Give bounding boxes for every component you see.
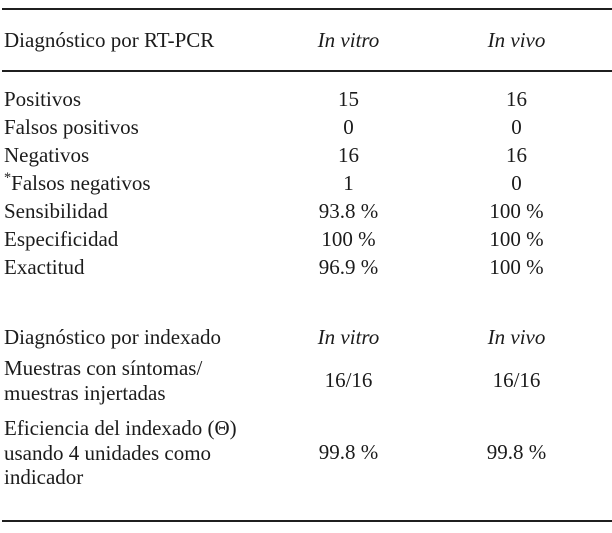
value-in-vivo: 100 %	[489, 198, 544, 223]
value-in-vitro: 16/16	[324, 368, 373, 392]
table-row-negativos: Negativos 16 16	[0, 141, 612, 169]
section1-body: Positivos 15 16 Falsos positivos 0 0 Neg…	[0, 85, 612, 281]
section1-col-in-vitro: In vitro	[317, 27, 380, 52]
section2-header-row: Diagnóstico por indexado In vitro In viv…	[0, 323, 612, 351]
value-in-vivo: 0	[511, 170, 522, 195]
row-label: Exactitud	[0, 255, 276, 280]
value-in-vivo: 16/16	[492, 368, 541, 392]
table-row-falsos-negativos: *Falsos negativos 1 0	[0, 169, 612, 197]
table-rule-bottom	[2, 519, 612, 522]
table-row-eficiencia: Eficiencia del indexado (Θ) usando 4 uni…	[0, 416, 612, 490]
row-label-text: Positivos	[4, 86, 82, 111]
section1-title: Diagnóstico por RT-PCR	[4, 27, 215, 52]
row-label: *Falsos negativos	[0, 169, 276, 196]
value-in-vitro: 99.8 %	[318, 440, 379, 465]
row-label: Sensibilidad	[0, 199, 276, 224]
row-label: Especificidad	[0, 227, 276, 252]
row-label-text: Sensibilidad	[4, 198, 108, 223]
value-in-vivo: 100 %	[489, 254, 544, 279]
row-label: Negativos	[0, 143, 276, 168]
table-row-especificidad: Especificidad 100 % 100 %	[0, 225, 612, 253]
value-in-vitro: 0	[343, 114, 354, 139]
row-label: Eficiencia del indexado (Θ) usando 4 uni…	[4, 416, 237, 489]
row-label-text: Negativos	[4, 142, 90, 167]
value-in-vitro: 1	[343, 170, 354, 195]
section2-col-in-vitro: In vitro	[317, 324, 380, 349]
table-row-falsos-positivos: Falsos positivos 0 0	[0, 113, 612, 141]
table-row-exactitud: Exactitud 96.9 % 100 %	[0, 253, 612, 281]
row-label-text: Especificidad	[4, 226, 119, 251]
value-in-vivo: 0	[511, 114, 522, 139]
section2-title: Diagnóstico por indexado	[4, 324, 221, 349]
row-label-text: Exactitud	[4, 254, 85, 279]
row-label: Positivos	[0, 87, 276, 112]
row-label: Muestras con síntomas/ muestras injertad…	[4, 356, 203, 405]
section1-col-in-vivo: In vivo	[487, 27, 546, 52]
value-in-vivo: 16	[506, 142, 527, 167]
value-in-vitro: 96.9 %	[318, 254, 379, 279]
section1-header-row: Diagnóstico por RT-PCR In vitro In vivo	[0, 10, 612, 70]
value-in-vitro: 100 %	[321, 226, 376, 251]
row-label-text: Falsos positivos	[4, 114, 139, 139]
value-in-vitro: 15	[338, 86, 359, 111]
row-label: Falsos positivos	[0, 115, 276, 140]
value-in-vivo: 100 %	[489, 226, 544, 251]
value-in-vivo: 16	[506, 86, 527, 111]
value-in-vitro: 93.8 %	[318, 198, 379, 223]
section2-col-in-vivo: In vivo	[487, 324, 546, 349]
row-label-text: Falsos negativos	[11, 170, 151, 195]
table-rule-top	[2, 8, 612, 10]
table-row-positivos: Positivos 15 16	[0, 85, 612, 113]
value-in-vivo: 99.8 %	[486, 440, 547, 465]
table-row-sensibilidad: Sensibilidad 93.8 % 100 %	[0, 197, 612, 225]
value-in-vitro: 16	[338, 142, 359, 167]
table-rule-under-header	[2, 70, 612, 72]
footnote-asterisk: *	[4, 169, 12, 186]
table-row-muestras: Muestras con síntomas/ muestras injertad…	[0, 356, 612, 405]
